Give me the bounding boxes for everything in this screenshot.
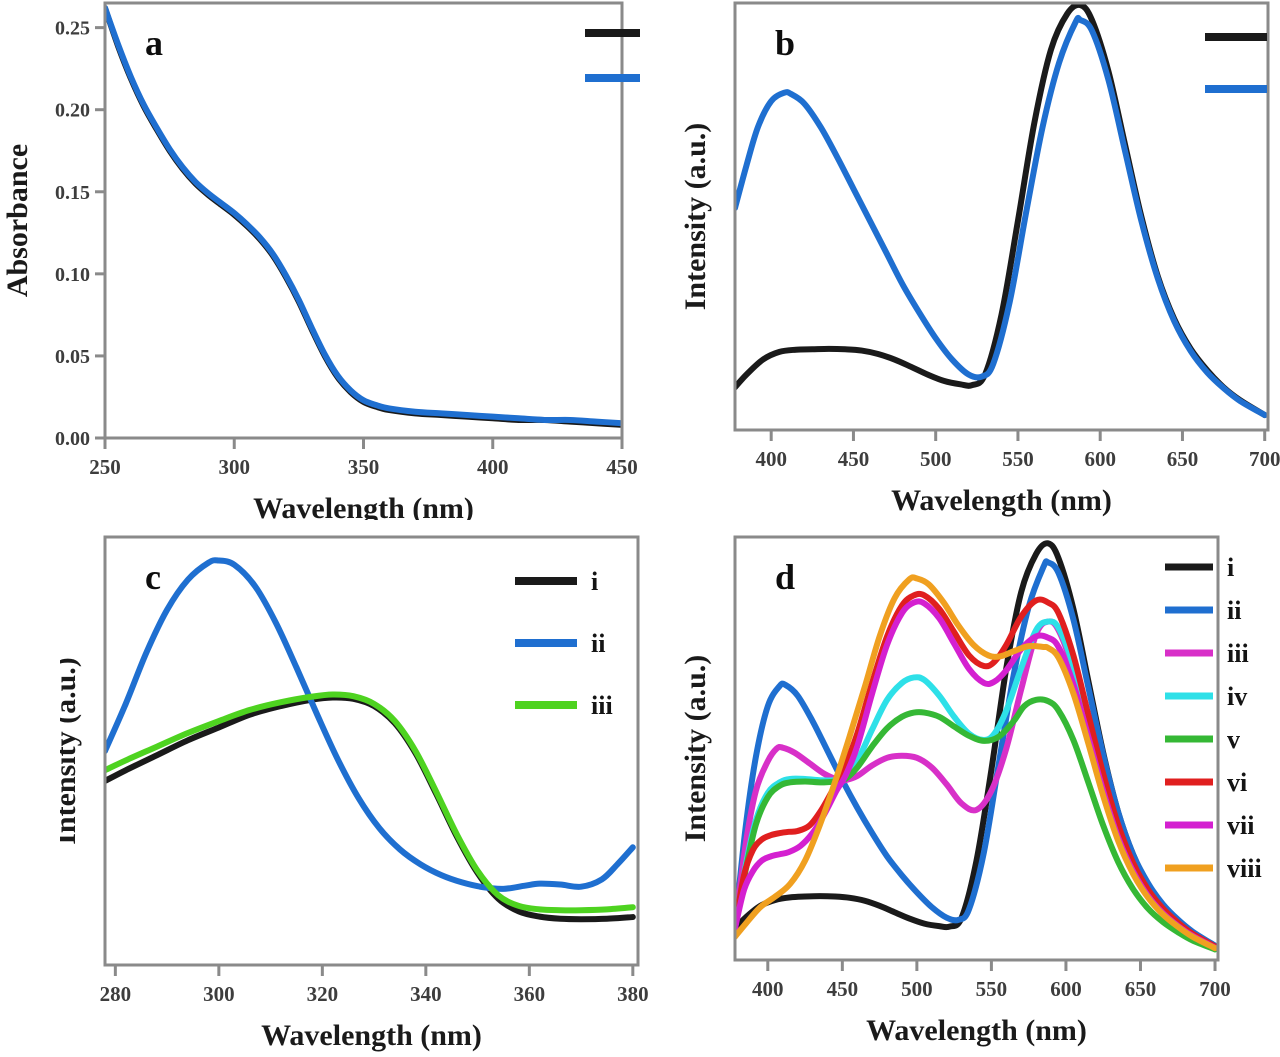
x-axis-title: Wavelength (nm) [253,492,474,520]
x-tick-label: 320 [307,982,339,1006]
x-tick-label: 400 [752,977,784,1001]
x-tick-label: 600 [1050,977,1082,1001]
data-curve-ii [736,558,1217,949]
y-tick-label: 0.05 [55,346,90,368]
panel-letter-b: b [775,23,795,63]
data-curve-iii [106,691,636,914]
chart-panel-b: 400 450 500 550 600 650 700 Wavelength (nm) Inte… [640,0,1280,520]
y-tick-label: 0.00 [55,428,90,450]
x-tick-label: 700 [1199,977,1231,1001]
legend-label-vii: vii [1227,811,1254,840]
x-tick-label: 600 [1084,447,1116,471]
x-tick-label: 500 [901,977,933,1001]
plot-frame [103,1,624,440]
plot-frame [733,1,1270,432]
x-tick-label: 550 [976,977,1008,1001]
legend-label-vi: vi [1227,768,1247,797]
x-tick-label: 350 [348,455,380,479]
data-curve-vi [736,590,1217,950]
legend-label-viii: viii [1227,854,1262,883]
chart-panel-d: 400 450 500 550 600 650 700 Wavelength (nm) Inte… [640,520,1280,1057]
chart-panel-c: 280 300 320 340 360 380 Wavelength (nm) Intensi… [60,520,660,1057]
data-curve-v [736,696,1217,953]
y-axis-title: Intensity (a.u.) [60,657,82,845]
curves-group [106,557,636,923]
x-tick-label: 400 [755,447,787,471]
panel-letter-d: d [775,557,795,597]
x-tick-label: 450 [606,455,638,479]
x-tick-label: 500 [920,447,952,471]
x-tick-label: 250 [89,455,121,479]
chart-panel-a: 250 300 350 400 450 0.00 0.05 0.10 0.15 0.20 0.25 W… [0,0,640,520]
x-tick-label: 380 [617,982,649,1006]
x-axis-title: Wavelength (nm) [891,484,1112,517]
panel-c-svg: 280 300 320 340 360 380 Wavelength (nm) Intensi… [60,535,649,1052]
legend-label-iii: iii [591,691,613,720]
y-axis-title: Intensity (a.u.) [679,123,712,311]
x-tick-label: 400 [477,455,509,479]
x-axis-title: Wavelength (nm) [261,1019,482,1052]
x-tick-label: 450 [827,977,859,1001]
x-tick-label: 280 [100,982,132,1006]
legend-label-ii: ii [1227,596,1241,625]
panel-letter-c: c [145,557,161,597]
curves-group [736,540,1217,953]
legend-label-i: i [591,567,598,596]
x-tick-label: 650 [1125,977,1157,1001]
y-tick-label: 0.20 [55,100,90,122]
legend-label-ii: ii [591,629,605,658]
x-tick-label: 550 [1002,447,1034,471]
legend-label-i: i [1227,553,1234,582]
x-tick-label: 360 [514,982,546,1006]
x-axis-title: Wavelength (nm) [866,1014,1087,1047]
data-curve-ii [736,14,1267,419]
panel-d-svg: 400 450 500 550 600 650 700 Wavelength (nm) Inte… [679,535,1262,1047]
legend-label-v: v [1227,725,1240,754]
x-tick-label: 300 [219,455,251,479]
y-axis-title: Intensity (a.u.) [679,655,712,843]
y-axis-title: Absorbance [1,144,34,297]
panel-b-svg: 400 450 500 550 600 650 700 Wavelength (nm) Inte… [679,1,1280,517]
y-tick-label: 0.15 [55,182,90,204]
y-tick-label: 0.25 [55,18,90,40]
legend: iii [585,29,640,82]
plot-frame [103,535,640,967]
data-curve-ii [106,5,621,427]
x-tick-label: 300 [203,982,235,1006]
y-tick-label: 0.10 [55,264,90,286]
curves-group [106,5,621,428]
x-tick-label: 450 [838,447,870,471]
curves-group [736,4,1267,419]
legend-label-iii: iii [1227,639,1249,668]
panel-letter-a: a [145,23,163,63]
x-tick-label: 340 [410,982,442,1006]
legend-label-iv: iv [1227,682,1247,711]
panel-a-svg: 250 300 350 400 450 0.00 0.05 0.10 0.15 0.20 0.25 W… [1,1,640,520]
x-tick-label: 650 [1167,447,1199,471]
data-curve-viii [736,574,1217,952]
x-tick-label: 700 [1249,447,1280,471]
legend: iii [1205,33,1267,93]
data-curve-ii [106,557,636,892]
